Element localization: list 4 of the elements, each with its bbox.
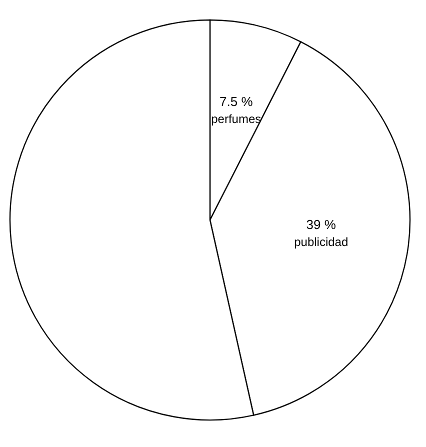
data-label: 39 %	[306, 217, 336, 232]
data-label: 7.5 %	[220, 94, 254, 110]
slice-label: publicidad	[294, 235, 348, 250]
slice-label: perfumes	[211, 112, 262, 126]
